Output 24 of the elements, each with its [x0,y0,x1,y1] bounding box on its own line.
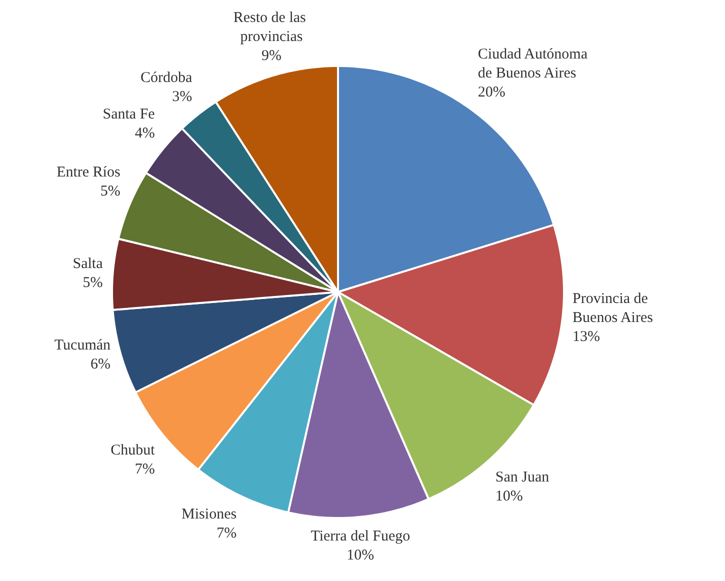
data-label: 10% [495,488,523,504]
slice-label: San Juan [495,469,550,486]
data-label: 4% [134,126,155,142]
slice-label: Córdoba [140,70,192,86]
data-label: 5% [82,274,103,291]
slice-label: Entre Ríos [56,164,120,180]
slice-label: Chubut [110,442,156,458]
data-label: 7% [216,526,237,542]
slice-label: Misiones [182,506,237,523]
slice-label: Resto de las provincias [233,10,310,46]
slice-label: Tucumán [54,337,112,354]
slice-label: Santa Fe [102,106,156,123]
slice-label: Salta [72,256,104,272]
slice-label: Ciudad Autónoma de Buenos Aires [478,46,592,82]
data-label: 5% [100,183,120,200]
data-label: 13% [572,329,600,346]
data-label: 10% [346,547,374,564]
slice-label: Provincia de Buenos Aires [572,291,654,326]
data-label: 9% [262,48,282,64]
data-label: 7% [134,461,155,478]
data-label: 20% [478,84,506,100]
data-label: 3% [172,88,192,105]
slice-label: Tierra del Fuego [310,528,410,544]
data-label: 6% [90,356,111,372]
